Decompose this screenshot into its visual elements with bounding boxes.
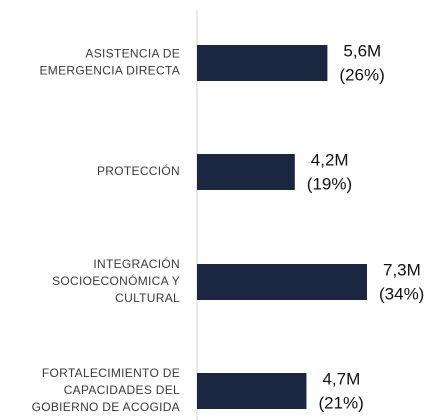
category-label: SOCIOECONÓMICA Y <box>52 273 180 288</box>
category-label: CAPACIDADES DEL <box>64 383 180 397</box>
percentage-label: (26%) <box>339 65 384 84</box>
category-label: INTEGRACIÓN <box>93 256 180 271</box>
category-label: GOBIERNO DE ACOGIDA <box>32 400 180 414</box>
value-label: 4,2M <box>311 150 349 169</box>
bar <box>197 45 328 81</box>
percentage-label: (19%) <box>307 174 352 193</box>
category-label: CULTURAL <box>115 291 180 305</box>
category-label: ASISTENCIA DE <box>85 47 180 61</box>
category-label: PROTECCIÓN <box>97 163 180 178</box>
value-label: 5,6M <box>343 41 381 60</box>
category-label: EMERGENCIA DIRECTA <box>39 64 180 78</box>
bar <box>197 154 295 190</box>
category-label: FORTALECIMIENTO DE <box>42 366 180 380</box>
value-label: 7,3M <box>383 260 421 279</box>
percentage-label: (21%) <box>318 393 363 412</box>
percentage-label: (34%) <box>379 284 424 303</box>
value-label: 4,7M <box>322 369 360 388</box>
bar <box>197 264 367 300</box>
bar <box>197 373 307 409</box>
